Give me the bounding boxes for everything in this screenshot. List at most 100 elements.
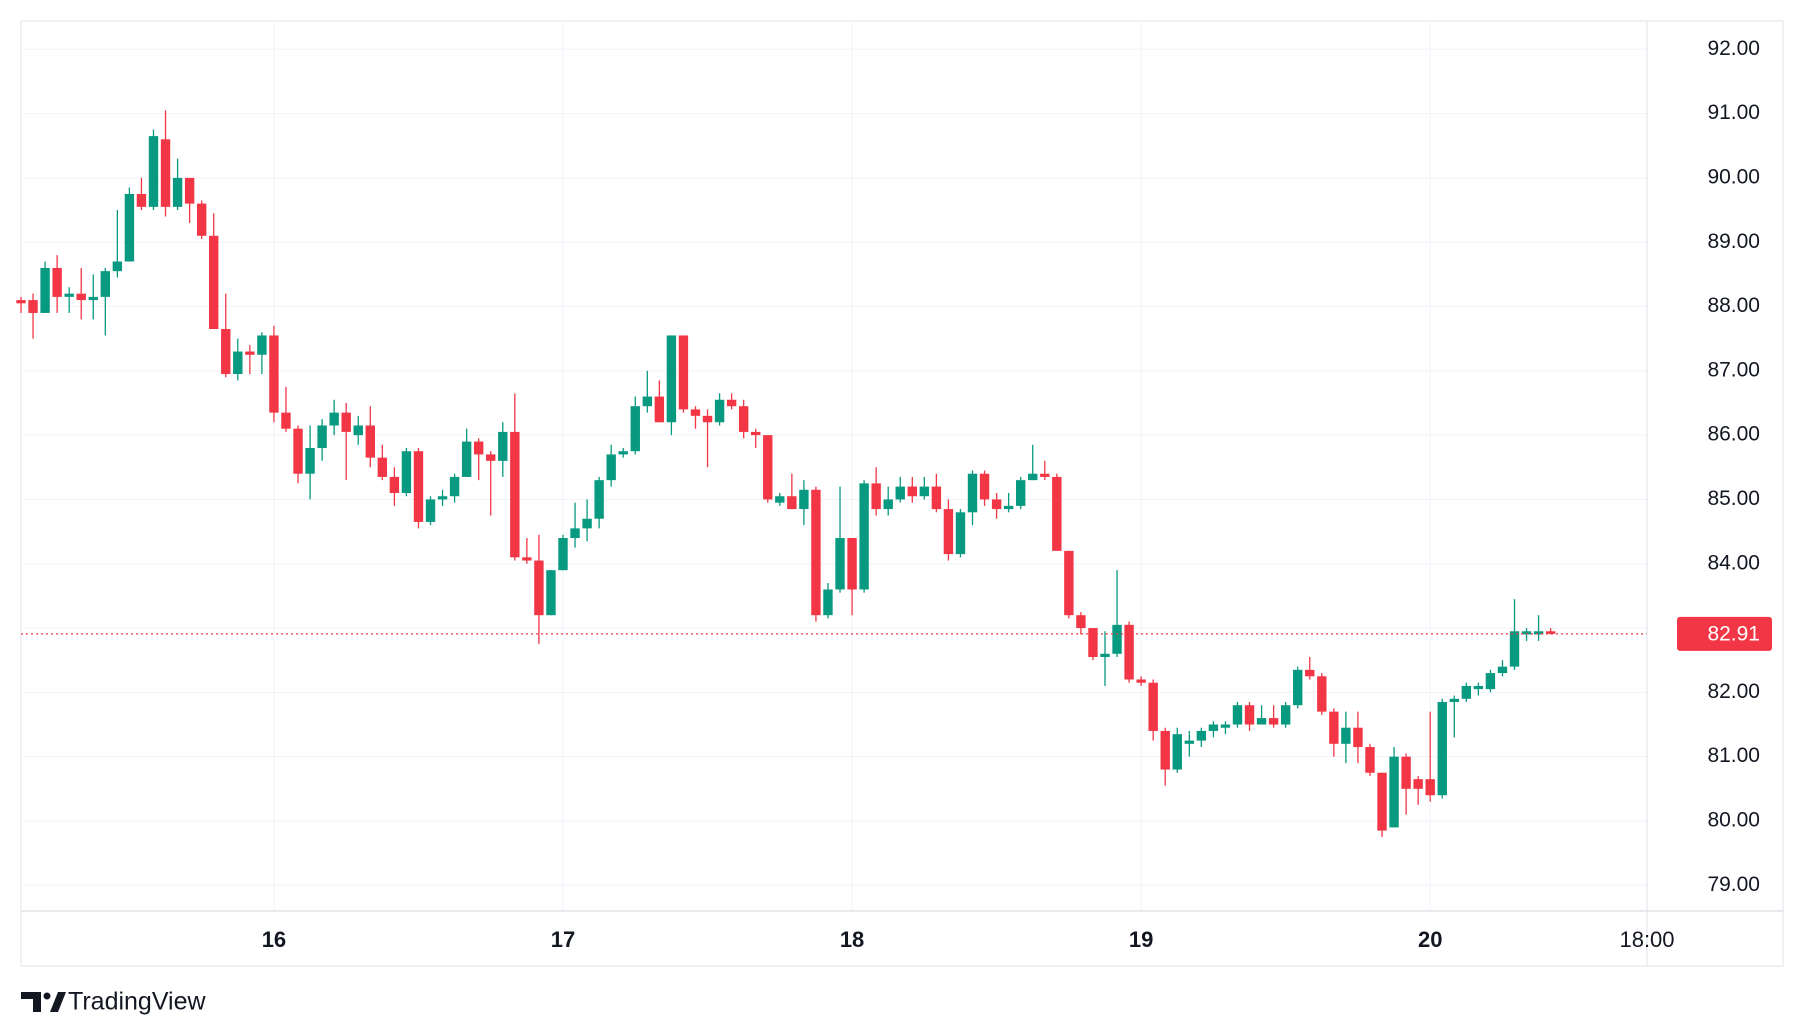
candle-body (1413, 779, 1423, 789)
candle-body (1280, 705, 1291, 725)
y-tick-label: 81.00 (1707, 744, 1760, 767)
y-tick-label: 82.00 (1707, 680, 1760, 703)
candle-body (582, 518, 592, 529)
candle-body (967, 473, 978, 513)
candle-body (88, 296, 98, 301)
candle-body (678, 335, 689, 410)
grid (21, 21, 1647, 911)
logo-dot (43, 992, 51, 1000)
candle-body (666, 335, 677, 423)
candle-body (160, 139, 171, 207)
candle-body (1268, 718, 1279, 725)
candle-body (726, 399, 737, 407)
candle-body (642, 396, 653, 407)
candle-body (293, 428, 303, 474)
candle-body (1497, 666, 1508, 674)
candle-body (269, 335, 279, 413)
candle-body (1160, 730, 1170, 770)
candle-body (702, 415, 713, 423)
candle-body (1148, 682, 1158, 731)
candle-body (281, 412, 291, 429)
candle-body (28, 300, 38, 313)
y-tick-label: 87.00 (1707, 358, 1760, 381)
candle-body (1124, 624, 1134, 680)
candle-body (124, 193, 135, 262)
x-tick-label: 16 (262, 927, 286, 952)
candle-body (931, 486, 942, 510)
candle-body (1521, 631, 1532, 635)
candle-body (1208, 724, 1219, 731)
candle-body (317, 425, 327, 448)
candle-body (1220, 724, 1231, 728)
candle-body (534, 560, 544, 616)
candle-body (1461, 685, 1472, 699)
candle-body (558, 538, 568, 571)
logo-mark (21, 992, 41, 1012)
candle-body (1533, 631, 1544, 635)
candle-body (979, 473, 990, 500)
candle-body (1545, 631, 1556, 634)
candle-body (209, 235, 219, 330)
candle-body (895, 486, 905, 500)
candle-body (955, 512, 966, 555)
candle-body (654, 396, 665, 423)
candle-body (486, 454, 496, 461)
candle-body (305, 447, 315, 474)
candle-body (991, 499, 1002, 510)
candle-body (449, 476, 460, 497)
y-tick-label: 89.00 (1707, 230, 1760, 253)
candle-body (751, 431, 761, 436)
candle-body (498, 431, 508, 461)
candle-body (823, 589, 833, 616)
candle-body (787, 496, 797, 510)
candles (16, 110, 1647, 838)
axes: 79.0080.0081.0082.0083.0084.0085.0086.00… (262, 37, 1772, 952)
candle-body (148, 136, 159, 207)
candle-body (522, 557, 532, 561)
logo-mark (50, 992, 66, 1012)
candle-body (1136, 679, 1146, 683)
candle-body (52, 267, 62, 297)
brand-logo (21, 992, 66, 1012)
candle-body (1437, 702, 1447, 796)
candle-body (365, 425, 375, 458)
candle-body (413, 451, 424, 522)
candle-body (1112, 624, 1122, 654)
candle-body (40, 267, 50, 313)
candle-body (437, 496, 448, 500)
candle-body (919, 486, 930, 497)
candle-body (100, 271, 111, 297)
candle-body (594, 480, 604, 519)
x-tick-label: 19 (1129, 927, 1153, 952)
candle-body (1052, 476, 1062, 551)
candle-body (425, 499, 436, 522)
y-tick-label: 84.00 (1707, 551, 1760, 574)
candle-body (1232, 705, 1243, 725)
candle-body (1256, 718, 1267, 725)
candle-body (546, 570, 556, 616)
candle-body (871, 483, 881, 510)
candle-body (714, 399, 725, 423)
x-tick-label: 18:00 (1619, 927, 1674, 952)
x-tick-label: 18 (840, 927, 864, 952)
candle-body (1389, 756, 1399, 828)
y-tick-label: 90.00 (1707, 165, 1760, 188)
candle-body (799, 489, 809, 510)
candle-body (389, 476, 400, 494)
candle-body (353, 425, 363, 436)
candle-body (1341, 727, 1351, 744)
candle-body (775, 496, 785, 503)
frame (20, 20, 1784, 967)
candle-body (341, 412, 351, 432)
brand-name: TradingView (68, 988, 207, 1016)
candle-body (473, 441, 484, 455)
candle-body (510, 431, 520, 558)
candle-body (1305, 669, 1315, 677)
candle-body (1509, 631, 1520, 667)
y-tick-label: 79.00 (1707, 873, 1760, 896)
candle-body (76, 293, 86, 301)
candle-body (245, 351, 255, 355)
candle-body (1196, 730, 1207, 741)
candle-body (943, 509, 954, 555)
candle-body (461, 441, 472, 477)
